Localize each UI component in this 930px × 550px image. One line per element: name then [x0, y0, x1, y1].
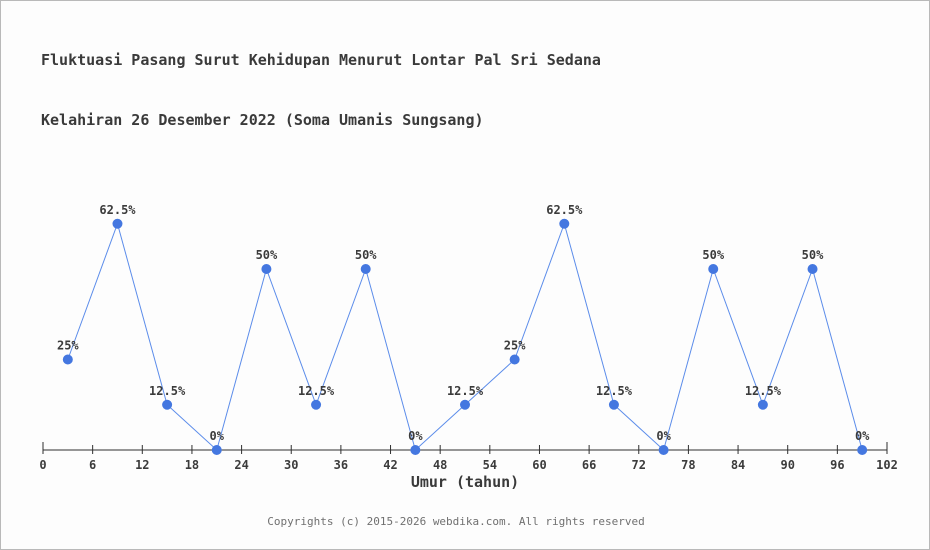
data-point-marker: [857, 445, 868, 455]
chart-title-line2: Kelahiran 26 Desember 2022 (Soma Umanis …: [41, 111, 484, 129]
x-axis-tick-label: 96: [830, 458, 844, 472]
data-point-label: 0%: [855, 429, 870, 443]
data-point-label: 0%: [656, 429, 671, 443]
x-axis-tick-label: 54: [483, 458, 497, 472]
x-axis-tick-label: 12: [135, 458, 149, 472]
data-point-label: 12.5%: [745, 384, 782, 398]
x-axis-label: Umur (tahun): [410, 473, 520, 491]
data-point-marker: [360, 264, 371, 274]
data-point-label: 0%: [408, 429, 423, 443]
data-point-label: 62.5%: [99, 203, 136, 217]
data-point-label: 50%: [802, 248, 824, 262]
data-point-marker: [460, 399, 470, 410]
data-point-label: 25%: [57, 339, 79, 353]
data-point-marker: [211, 445, 222, 455]
data-point-label: 25%: [504, 339, 526, 353]
x-axis-tick-label: 72: [632, 458, 646, 472]
x-axis-tick-label: 6: [89, 458, 96, 472]
data-point-marker: [62, 354, 73, 365]
data-point-label: 12.5%: [596, 384, 633, 398]
data-point-marker: [559, 218, 570, 229]
data-point-marker: [311, 399, 322, 410]
data-point-marker: [757, 399, 768, 410]
x-axis-tick-label: 84: [731, 458, 745, 472]
x-axis-tick-label: 48: [433, 458, 447, 472]
x-axis-tick-label: 90: [780, 458, 794, 472]
x-axis-tick-label: 0: [39, 458, 46, 472]
data-point-label: 50%: [355, 248, 377, 262]
data-point-label: 50%: [256, 248, 278, 262]
data-point-marker: [162, 399, 173, 410]
data-series-line: [67, 222, 863, 451]
x-axis-tick-label: 66: [582, 458, 596, 472]
data-point-marker: [410, 445, 421, 455]
x-axis-tick-label: 102: [876, 458, 898, 472]
x-axis-tick-label: 42: [383, 458, 397, 472]
x-axis-tick-label: 60: [532, 458, 546, 472]
data-point-label: 50%: [702, 248, 724, 262]
copyright-text: Copyrights (c) 2015-2026 webdika.com. Al…: [267, 515, 645, 528]
x-axis-tick-label: 30: [284, 458, 298, 472]
x-axis-tick-label: 24: [234, 458, 248, 472]
data-point-marker: [807, 264, 818, 274]
x-axis-tick-label: 18: [185, 458, 199, 472]
data-point-label: 12.5%: [298, 384, 335, 398]
data-point-marker: [608, 399, 619, 410]
chart-title: Fluktuasi Pasang Surut Kehidupan Menurut…: [41, 10, 601, 170]
x-axis-tick-label: 78: [681, 458, 695, 472]
data-point-marker: [261, 264, 272, 274]
data-point-marker: [658, 445, 669, 455]
x-axis-tick-label: 36: [334, 458, 348, 472]
chart-title-line1: Fluktuasi Pasang Surut Kehidupan Menurut…: [41, 51, 601, 69]
data-point-marker: [708, 264, 719, 274]
data-point-label: 12.5%: [149, 384, 186, 398]
data-point-label: 62.5%: [546, 203, 583, 217]
data-point-marker: [112, 218, 123, 229]
data-point-label: 12.5%: [447, 384, 484, 398]
data-point-label: 0%: [210, 429, 225, 443]
data-point-marker: [509, 354, 520, 365]
